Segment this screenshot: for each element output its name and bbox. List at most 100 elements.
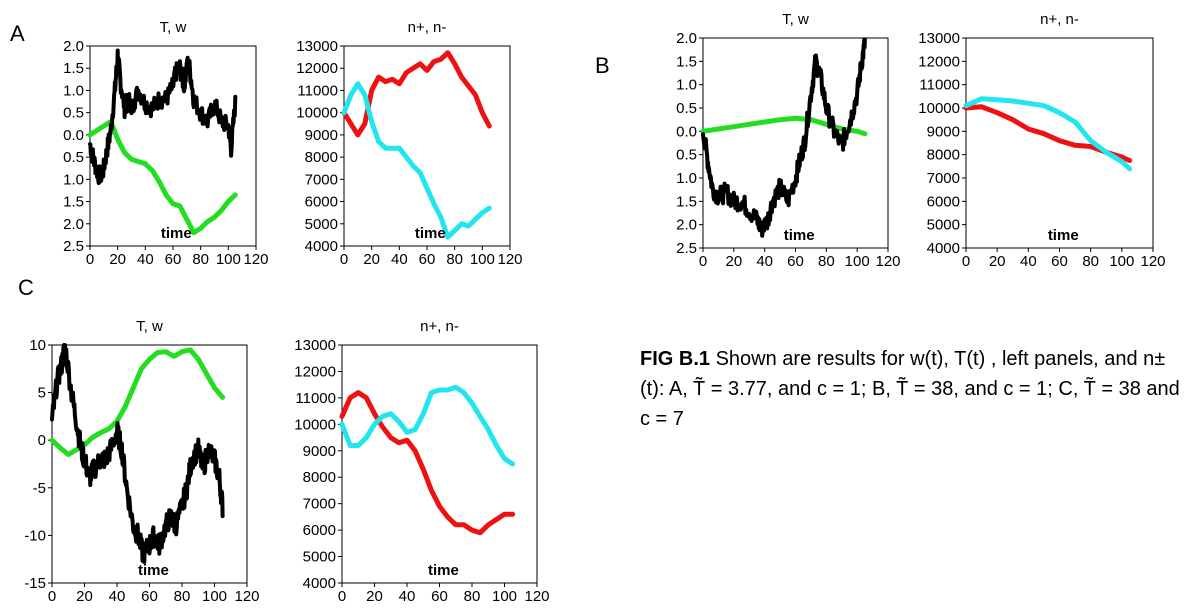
x-tick-label: 100 (845, 253, 870, 270)
series-n-plus-line (339, 390, 516, 536)
x-axis-label: time (161, 225, 192, 242)
x-tick-label: 0 (699, 253, 707, 270)
x-tick-label: 80 (818, 253, 835, 270)
y-tick-label: 2.0 (676, 217, 697, 234)
y-tick-label: 5000 (303, 549, 336, 566)
x-tick-label: 60 (141, 588, 158, 605)
y-tick-label: 2.0 (63, 216, 84, 233)
series-w-line (701, 37, 867, 238)
x-tick-label: 40 (137, 251, 154, 268)
y-tick-label: 5 (38, 385, 46, 402)
y-tick-label: 10000 (294, 416, 336, 433)
y-tick-label: 2.0 (676, 30, 697, 47)
y-tick-label: 0.5 (676, 100, 697, 117)
y-tick-label: 0.5 (63, 105, 84, 122)
x-tick-label: 100 (470, 251, 495, 268)
y-tick-label: 7000 (303, 496, 336, 513)
x-tick-label: 0 (86, 251, 94, 268)
panel-label-a: A (10, 21, 25, 46)
x-tick-label: 40 (756, 253, 773, 270)
y-tick-label: 1.5 (676, 193, 697, 210)
plot-frame (343, 45, 511, 247)
x-tick-label: 100 (216, 251, 241, 268)
x-tick-label: 80 (464, 588, 481, 605)
x-tick-label: 20 (725, 253, 742, 270)
y-tick-label: 8000 (303, 469, 336, 486)
x-tick-label: 20 (989, 253, 1006, 270)
x-tick-label: 100 (492, 588, 517, 605)
y-tick-label: 9000 (303, 443, 336, 460)
x-tick-label: 40 (391, 251, 408, 268)
x-tick-label: 60 (1051, 253, 1068, 270)
x-tick-label: 20 (363, 251, 380, 268)
y-tick-label: 10 (29, 337, 46, 354)
series-T-line (700, 115, 868, 137)
figure-caption: FIG B.1 Shown are results for w(t), T(t)… (640, 344, 1180, 434)
plot-c-tw: T, w 0 20 40 60 80 100 120 10 5 0 -5 -10 -15 time (24, 318, 259, 605)
x-tick-label: 60 (787, 253, 804, 270)
y-tick-label: -15 (24, 575, 46, 592)
x-tick-label: 0 (340, 251, 348, 268)
y-tick-label: 12000 (296, 60, 338, 77)
x-tick-label: 60 (431, 588, 448, 605)
y-tick-label: 0.0 (676, 123, 697, 140)
series-n-minus-line (341, 81, 492, 240)
y-tick-label: 10000 (918, 100, 960, 117)
plot-b-tw: T, w 0 20 40 60 80 100 120 2.0 1.5 1.0 0.5 0.0 0.5 1.0… (676, 11, 900, 270)
x-tick-label: 0 (338, 588, 346, 605)
x-tick-label: 80 (174, 588, 191, 605)
x-tick-label: 60 (419, 251, 436, 268)
y-tick-label: 2.0 (63, 38, 84, 55)
x-tick-label: 120 (234, 588, 259, 605)
x-tick-label: 120 (875, 253, 900, 270)
series-w-line (88, 48, 238, 185)
y-tick-label: 12000 (918, 53, 960, 70)
y-tick-label: 9000 (927, 123, 960, 140)
y-tick-label: 11000 (295, 390, 336, 407)
y-tick-label: 8000 (305, 149, 338, 166)
x-tick-label: 80 (1082, 253, 1099, 270)
x-tick-label: 40 (109, 588, 126, 605)
plot-frame (341, 344, 538, 584)
y-tick-label: 0.5 (676, 147, 697, 164)
y-tick-label: 4000 (927, 240, 960, 257)
caption-text: Shown are results for w(t), T(t) , left … (640, 348, 1180, 430)
y-tick-label: 1.5 (63, 60, 84, 77)
y-tick-label: 1.5 (676, 53, 697, 70)
x-tick-label: 20 (366, 588, 383, 605)
y-tick-label: 6000 (303, 522, 336, 539)
y-tick-label: 8000 (927, 147, 960, 164)
x-tick-label: 120 (524, 588, 549, 605)
x-axis-label: time (1048, 227, 1079, 244)
y-tick-label: 2.5 (676, 240, 697, 257)
x-axis-label: time (138, 562, 169, 579)
y-tick-label: 6000 (927, 193, 960, 210)
plot-title: n+, n- (1040, 11, 1079, 28)
y-tick-label: -5 (33, 480, 46, 497)
x-tick-label: 80 (192, 251, 209, 268)
y-tick-label: 4000 (303, 575, 336, 592)
plot-title: T, w (136, 318, 163, 335)
plot-a-tw: T, w 0 20 40 60 80 100 120 2.0 1.5 1.0 0.5 0.0 0.5 1.0… (63, 19, 268, 268)
y-tick-label: 13000 (294, 337, 336, 354)
y-tick-label: 0.0 (63, 127, 84, 144)
x-tick-label: 120 (497, 251, 522, 268)
x-tick-label: 100 (202, 588, 227, 605)
y-tick-label: -10 (24, 527, 46, 544)
y-tick-label: 1.0 (63, 171, 84, 188)
series-n-minus-line (963, 96, 1133, 172)
x-axis-label: time (428, 562, 459, 579)
y-tick-label: 11000 (919, 77, 960, 94)
x-tick-label: 80 (446, 251, 463, 268)
y-tick-label: 6000 (305, 194, 338, 211)
x-tick-label: 100 (1109, 253, 1134, 270)
y-tick-label: 0 (38, 432, 46, 449)
series-w-line (50, 343, 225, 564)
y-tick-label: 13000 (296, 38, 338, 55)
x-axis-label: time (415, 225, 446, 242)
y-tick-label: 5000 (305, 216, 338, 233)
y-tick-label: 2.5 (63, 238, 84, 255)
y-tick-label: 4000 (305, 238, 338, 255)
x-tick-label: 20 (109, 251, 126, 268)
